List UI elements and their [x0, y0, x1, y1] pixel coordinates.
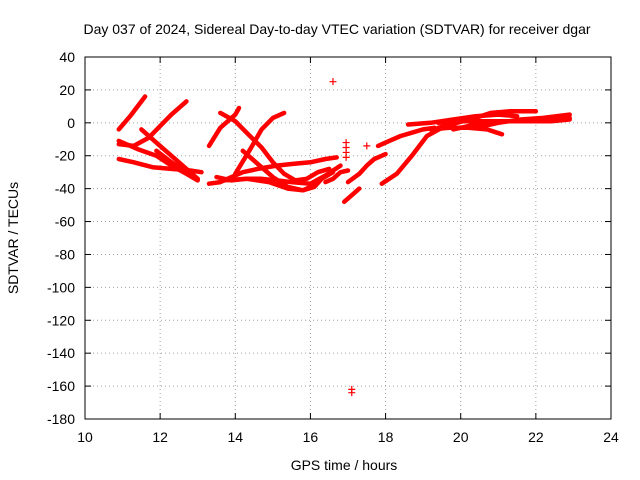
- x-tick-label: 12: [152, 429, 168, 445]
- y-axis-label: SDTVAR / TECUs: [5, 182, 21, 294]
- data-point-marker: [329, 78, 337, 86]
- y-tick-label: -20: [55, 148, 75, 164]
- series-arc-x: [462, 112, 572, 131]
- y-tick-label: -40: [55, 181, 75, 197]
- y-tick-label: -140: [47, 345, 75, 361]
- series-arc-p: [345, 151, 388, 185]
- x-tick-label: 16: [303, 429, 319, 445]
- series-arc-j: [218, 110, 332, 183]
- y-tick-label: -120: [47, 312, 75, 328]
- data-point-marker: [348, 389, 356, 397]
- y-tick-label: -60: [55, 214, 75, 230]
- data-series: [116, 78, 572, 397]
- x-tick-label: 22: [528, 429, 544, 445]
- series-arc-e: [139, 127, 200, 182]
- series-arc-l: [233, 110, 287, 177]
- y-tick-label: 20: [59, 82, 75, 98]
- series-arc-d: [116, 156, 204, 175]
- series-arc-s: [405, 112, 520, 127]
- data-point-marker: [363, 142, 371, 150]
- x-tick-label: 10: [77, 429, 93, 445]
- series-arc-r: [379, 125, 445, 186]
- x-tick-label: 18: [378, 429, 394, 445]
- y-tick-label: 40: [59, 49, 75, 65]
- series-arc-n: [323, 168, 351, 185]
- y-tick-label: -180: [47, 411, 75, 427]
- y-tick-label: -100: [47, 279, 75, 295]
- series-arc-h: [206, 105, 242, 149]
- y-tick-label: 0: [67, 115, 75, 131]
- series-arc-a: [116, 94, 148, 132]
- x-tick-label: 24: [603, 429, 619, 445]
- y-tick-label: -80: [55, 246, 75, 262]
- x-axis-label: GPS time / hours: [291, 457, 398, 473]
- plot-frame: [84, 56, 612, 420]
- series-arc-f: [154, 148, 200, 182]
- y-tick-label: -160: [47, 378, 75, 394]
- chart-title: Day 037 of 2024, Sidereal Day-to-day VTE…: [83, 21, 590, 37]
- data-point-marker: [342, 153, 350, 161]
- series-arc-o: [341, 186, 362, 205]
- series-arc-m: [240, 148, 336, 193]
- x-tick-label: 14: [227, 429, 243, 445]
- x-tick-label: 20: [453, 429, 469, 445]
- series-arc-q: [375, 125, 437, 149]
- axis-ticks: 10 12 14 16 18 20 22 24 40 20 0 -20 -40 -60 -80 -100 -12…: [47, 49, 619, 445]
